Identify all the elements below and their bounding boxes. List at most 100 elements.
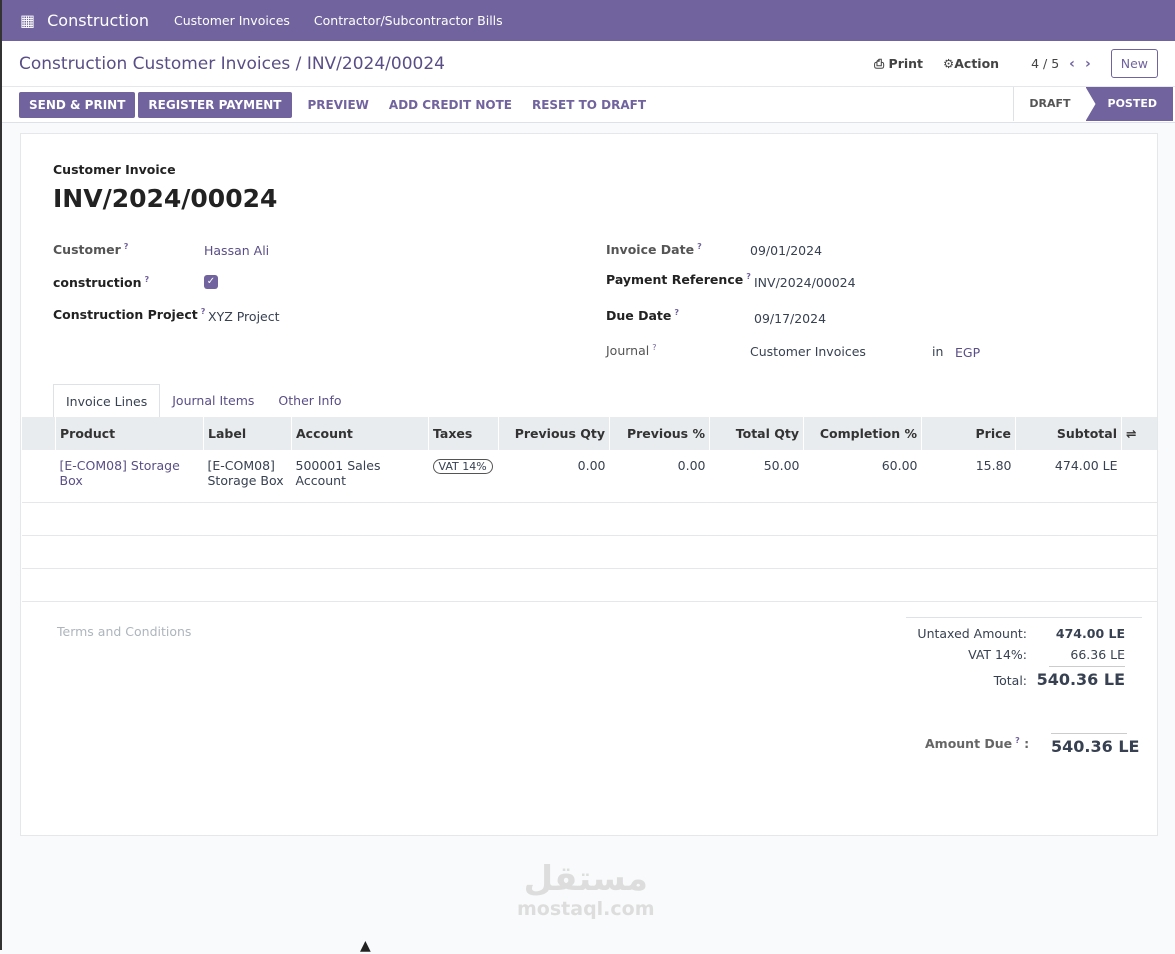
- form-type: Customer Invoice: [53, 162, 176, 177]
- print-button[interactable]: ⎙ Print: [874, 56, 923, 72]
- col-completion[interactable]: Completion %: [803, 417, 922, 450]
- journal-field[interactable]: Customer Invoices: [750, 344, 866, 359]
- invoice-date-field[interactable]: 09/01/2024: [750, 243, 823, 258]
- new-button[interactable]: New: [1110, 49, 1158, 78]
- col-subtotal[interactable]: Subtotal: [1015, 417, 1122, 450]
- mouse-cursor-icon: ▲: [360, 938, 371, 954]
- add-credit-note-button[interactable]: ADD CREDIT NOTE: [388, 97, 512, 112]
- empty-row: [21, 535, 1157, 569]
- total-amount: 540.36 LE: [1036, 670, 1125, 689]
- col-label[interactable]: Label: [203, 417, 292, 450]
- help-icon[interactable]: ?: [674, 308, 680, 317]
- construction-label: construction: [53, 275, 142, 291]
- col-price[interactable]: Price: [921, 417, 1016, 450]
- chevron-left-icon[interactable]: ‹: [1069, 55, 1075, 72]
- invoice-date-label: Invoice Date: [606, 242, 695, 258]
- tab-other-info[interactable]: Other Info: [278, 393, 342, 408]
- table-row[interactable]: [E-COM08] Storage Box [E-COM08] Storage …: [21, 450, 1157, 503]
- cell-product[interactable]: [E-COM08] Storage Box: [55, 450, 204, 503]
- due-divider: [1051, 733, 1127, 734]
- send-print-button[interactable]: SEND & PRINT: [19, 91, 136, 118]
- breadcrumb-current: INV/2024/00024: [306, 53, 445, 74]
- mostaql-watermark-logo: مستقل mostaql.com: [517, 859, 655, 920]
- invoice-lines-table: Product Label Account Taxes Previous Qty…: [21, 417, 1157, 602]
- col-previous-pct[interactable]: Previous %: [609, 417, 710, 450]
- help-icon[interactable]: ?: [697, 242, 702, 251]
- col-taxes[interactable]: Taxes: [428, 417, 499, 450]
- project-label: Construction Project: [53, 307, 198, 323]
- journal-in-text: in: [932, 344, 944, 359]
- total-divider: [1049, 666, 1125, 667]
- untaxed-label: Untaxed Amount:: [917, 626, 1027, 641]
- top-navbar: ▦ Construction Customer Invoices Contrac…: [2, 0, 1175, 41]
- col-total-qty[interactable]: Total Qty: [709, 417, 804, 450]
- invoice-form-sheet: Customer Invoice INV/2024/00024 Customer…: [20, 133, 1158, 836]
- printer-icon: ⎙: [874, 55, 885, 71]
- action-label: Action: [954, 56, 1000, 71]
- tab-invoice-lines[interactable]: Invoice Lines: [53, 384, 161, 419]
- nav-contractor-bills[interactable]: Contractor/Subcontractor Bills: [313, 13, 503, 28]
- preview-button[interactable]: PREVIEW: [307, 97, 369, 112]
- control-panel: Construction Customer Invoices / INV/202…: [2, 41, 1175, 123]
- cell-completion[interactable]: 60.00: [803, 450, 922, 503]
- help-icon[interactable]: ?: [652, 343, 657, 352]
- help-icon[interactable]: ?: [1015, 736, 1020, 745]
- payment-ref-label: Payment Reference: [606, 272, 744, 288]
- help-icon[interactable]: ?: [144, 275, 150, 284]
- nav-customer-invoices[interactable]: Customer Invoices: [174, 13, 290, 28]
- cell-taxes[interactable]: VAT 14%: [428, 450, 499, 503]
- cell-previous-qty[interactable]: 0.00: [498, 450, 610, 503]
- help-icon[interactable]: ?: [746, 272, 751, 281]
- cell-subtotal: 474.00 LE: [1015, 450, 1122, 503]
- chevron-right-icon[interactable]: ›: [1084, 55, 1091, 72]
- app-name[interactable]: Construction: [47, 11, 149, 30]
- row-handle: [21, 450, 56, 503]
- cell-account[interactable]: 500001 Sales Account: [291, 450, 429, 503]
- payment-ref-field[interactable]: INV/2024/00024: [754, 275, 856, 290]
- tax-badge: VAT 14%: [432, 459, 493, 474]
- totals-divider: [906, 617, 1142, 618]
- breadcrumb-parent[interactable]: Construction Customer Invoices: [19, 53, 291, 74]
- gear-icon: ⚙: [943, 56, 955, 71]
- reset-to-draft-button[interactable]: RESET TO DRAFT: [531, 97, 647, 112]
- notebook-tabs: Invoice Lines Journal Items Other Info: [53, 384, 354, 419]
- print-label: Print: [888, 55, 924, 71]
- invoice-number: INV/2024/00024: [53, 184, 278, 213]
- customer-label: Customer: [53, 242, 121, 258]
- help-icon[interactable]: ?: [200, 307, 206, 316]
- status-draft[interactable]: DRAFT: [1013, 87, 1085, 121]
- status-posted[interactable]: POSTED: [1085, 87, 1173, 121]
- cell-price[interactable]: 15.80: [921, 450, 1016, 503]
- construction-checkbox[interactable]: ✓: [204, 275, 218, 289]
- col-product[interactable]: Product: [55, 417, 204, 450]
- empty-row: [21, 568, 1157, 602]
- tab-journal-items[interactable]: Journal Items: [172, 393, 255, 408]
- due-date-field[interactable]: 09/17/2024: [754, 311, 827, 326]
- register-payment-button[interactable]: REGISTER PAYMENT: [138, 91, 292, 118]
- help-icon[interactable]: ?: [123, 242, 129, 251]
- terms-conditions-input[interactable]: Terms and Conditions: [57, 624, 192, 639]
- due-date-label: Due Date: [606, 308, 672, 324]
- col-account[interactable]: Account: [291, 417, 429, 450]
- journal-label: Journal: [606, 343, 650, 359]
- handle-column: [21, 417, 56, 450]
- currency-field[interactable]: EGP: [955, 345, 981, 360]
- optional-columns-icon[interactable]: ⇌: [1121, 417, 1157, 450]
- customer-field[interactable]: Hassan Ali: [204, 243, 270, 258]
- cell-total-qty[interactable]: 50.00: [709, 450, 804, 503]
- project-field[interactable]: XYZ Project: [208, 309, 280, 324]
- vat-label: VAT 14%:: [968, 647, 1027, 662]
- status-bar: DRAFT POSTED: [1013, 87, 1173, 121]
- cell-label[interactable]: [E-COM08] Storage Box: [203, 450, 292, 503]
- untaxed-amount: 474.00 LE: [1055, 626, 1125, 641]
- col-previous-qty[interactable]: Previous Qty: [498, 417, 610, 450]
- vat-amount: 66.36 LE: [1070, 647, 1125, 662]
- amount-due: 540.36 LE: [1051, 737, 1140, 756]
- empty-row: [21, 502, 1157, 536]
- cell-previous-pct[interactable]: 0.00: [609, 450, 710, 503]
- apps-grid-icon[interactable]: ▦: [20, 11, 36, 30]
- pager-value[interactable]: 4 / 5: [1031, 56, 1060, 71]
- total-label: Total:: [993, 673, 1027, 688]
- amount-due-label: Amount Due: [925, 736, 1013, 752]
- action-button[interactable]: ⚙Action: [943, 56, 999, 71]
